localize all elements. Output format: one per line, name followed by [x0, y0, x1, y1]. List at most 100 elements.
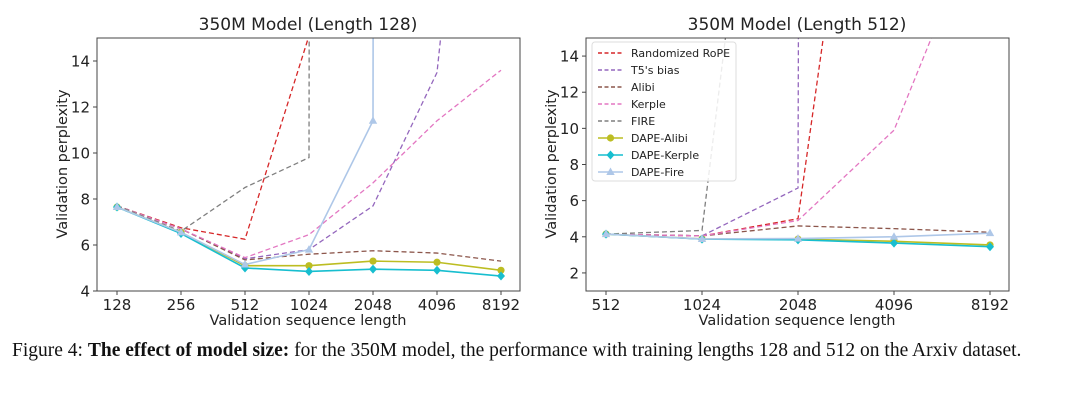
series-alibi: [116, 205, 502, 262]
x-tick-label: 2048: [779, 296, 817, 314]
legend-item: DAPE-Fire: [598, 166, 684, 179]
series-layer: [112, 38, 505, 281]
series-kerple: [605, 38, 933, 237]
series-line: [605, 38, 933, 237]
data-point: [369, 257, 377, 265]
series-dape-fire: [601, 228, 995, 242]
y-axis-label: Validation perplexity: [55, 89, 71, 238]
series-randomized-rope: [116, 38, 309, 240]
data-point: [305, 262, 313, 270]
y-tick-label: 4: [80, 283, 90, 301]
data-point: [112, 202, 122, 211]
legend-label: Alibi: [631, 81, 655, 94]
data-point: [793, 234, 803, 242]
legend-item: T5's bias: [598, 64, 680, 77]
legend-frame: [591, 41, 737, 182]
y-tick-label: 8: [569, 156, 579, 174]
legend-item: Alibi: [598, 81, 655, 94]
legend-label: Randomized RoPE: [631, 47, 730, 60]
data-point: [176, 227, 186, 236]
y-tick-label: 6: [569, 192, 579, 210]
legend-label: FIRE: [631, 115, 655, 128]
data-point: [986, 242, 994, 252]
data-point: [601, 229, 611, 238]
y-axis: 2 4 6 8 10 12 14: [560, 48, 586, 282]
x-axis: 512 1024 2048 4096 8192: [592, 291, 1009, 314]
data-point: [889, 232, 899, 240]
chart-right: 350M Model (Length 512) 2 4 6 8 10 12 14 512 10…: [544, 15, 1010, 329]
y-tick-label: 12: [560, 84, 579, 102]
y-tick-label: 14: [560, 48, 579, 66]
x-tick-label: 8192: [482, 296, 520, 314]
data-point: [305, 266, 313, 276]
series-line: [116, 38, 442, 260]
x-tick-label: 512: [592, 296, 621, 314]
legend-item: DAPE-Alibi: [598, 132, 688, 145]
y-tick-label: 12: [71, 99, 90, 117]
legend-item: Kerple: [598, 98, 666, 111]
series-fire: [605, 38, 727, 235]
series-dape-fire: [112, 38, 378, 268]
y-tick-label: 4: [569, 228, 579, 246]
legend-item: DAPE-Kerple: [598, 149, 699, 162]
legend-marker: [606, 167, 615, 175]
figure-caption: Figure 4: The effect of model size: for …: [12, 339, 1072, 362]
legend-marker: [606, 150, 615, 160]
x-axis: 128 256 512 1024 2048 4096 8192: [103, 291, 520, 314]
legend-item: Randomized RoPE: [598, 47, 730, 60]
series-line: [605, 38, 727, 235]
x-tick-label: 8192: [971, 296, 1009, 314]
legend-label: DAPE-Kerple: [631, 149, 699, 162]
legend-label: T5's bias: [630, 64, 680, 77]
data-point: [368, 116, 378, 124]
data-point: [697, 234, 707, 242]
y-tick-label: 10: [560, 120, 579, 138]
caption-text: for the 350M model, the performance with…: [294, 340, 1022, 361]
caption-bold: The effect of model size:: [87, 340, 290, 361]
x-tick-label: 4096: [875, 296, 913, 314]
x-tick-label: 1024: [683, 296, 721, 314]
chart-left: 350M Model (Length 128) 4 6 8 10 12 14 128 256…: [55, 15, 521, 329]
y-tick-label: 6: [80, 237, 90, 255]
series-line: [116, 38, 309, 240]
x-axis-label: Validation sequence length: [210, 313, 407, 329]
series-line: [116, 205, 502, 262]
data-point: [497, 266, 505, 274]
legend-label: DAPE-Alibi: [631, 132, 688, 145]
legend-label: DAPE-Fire: [631, 166, 684, 179]
legend: Randomized RoPE T5's bias Alibi Kerple FIRE D…: [591, 41, 737, 182]
y-axis: 4 6 8 10 12 14: [71, 53, 97, 301]
x-tick-label: 128: [103, 296, 132, 314]
x-tick-label: 256: [167, 296, 196, 314]
data-point: [433, 265, 441, 275]
series-line: [116, 206, 502, 272]
y-tick-label: 2: [569, 264, 579, 282]
data-point: [240, 260, 250, 268]
x-axis-label: Validation sequence length: [699, 313, 896, 329]
legend-marker: [606, 134, 615, 142]
legend-item: FIRE: [598, 115, 655, 128]
x-tick-label: 2048: [354, 296, 392, 314]
x-tick-label: 4096: [418, 296, 456, 314]
legend-label: Kerple: [631, 98, 666, 111]
data-point: [890, 238, 898, 248]
y-tick-label: 10: [71, 145, 90, 163]
chart-title: 350M Model (Length 512): [688, 15, 907, 35]
series-t5-s-bias: [116, 38, 442, 260]
x-tick-label: 1024: [290, 296, 328, 314]
series-dape-alibi: [113, 203, 505, 274]
y-tick-label: 14: [71, 53, 90, 71]
chart-title: 350M Model (Length 128): [199, 15, 418, 35]
series-layer: [601, 38, 995, 252]
data-point: [985, 228, 995, 237]
data-point: [433, 258, 441, 266]
y-tick-label: 8: [80, 191, 90, 209]
x-tick-label: 512: [231, 296, 260, 314]
data-point: [497, 271, 505, 281]
data-point: [304, 245, 314, 253]
data-point: [369, 264, 377, 274]
series-dape-kerple: [113, 202, 505, 281]
caption-label: Figure 4:: [12, 340, 83, 361]
y-axis-label: Validation perplexity: [544, 89, 560, 238]
